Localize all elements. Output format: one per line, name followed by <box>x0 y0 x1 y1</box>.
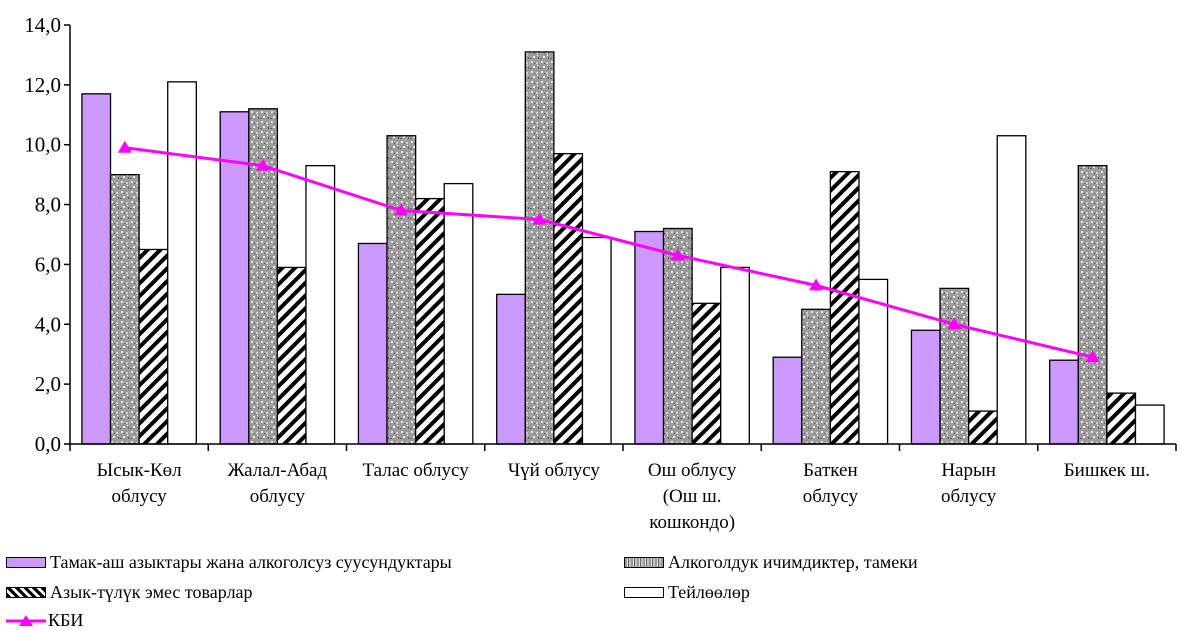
bar <box>996 135 1027 445</box>
x-tick-label: Талас облусу <box>363 460 470 481</box>
kbi-marker <box>670 248 685 261</box>
bar <box>910 329 941 445</box>
kbi-line <box>124 146 1093 359</box>
bar <box>276 266 307 445</box>
bar <box>414 197 445 445</box>
bar <box>167 81 197 445</box>
bar <box>662 227 693 445</box>
kbi-marker <box>394 203 409 216</box>
bar <box>443 182 474 445</box>
bar <box>305 165 336 445</box>
bar <box>553 153 584 445</box>
bar <box>829 170 860 445</box>
bar <box>939 287 970 445</box>
bar <box>357 242 388 445</box>
y-tick-label: 2,0 <box>35 372 61 396</box>
kbi-marker <box>117 140 132 153</box>
kbi-marker <box>1085 350 1100 363</box>
kbi-marker <box>256 158 271 171</box>
bar <box>634 230 665 445</box>
y-tick-label: 10,0 <box>24 133 61 157</box>
bar <box>138 248 169 445</box>
bar <box>109 173 140 445</box>
bar <box>81 93 112 445</box>
bar <box>386 135 417 445</box>
kbi-marker <box>947 317 962 330</box>
bar <box>1077 165 1108 445</box>
y-tick-label: 12,0 <box>24 73 61 97</box>
plot-area: 0,0 2,0 4,0 6,0 8,0 10,0 12,0 14,0 Ысык-Көл облус… <box>24 13 1177 533</box>
kbi-marker <box>532 212 547 225</box>
bar <box>581 236 612 445</box>
bar <box>1049 359 1079 445</box>
bar <box>1134 404 1165 445</box>
bar <box>496 293 526 445</box>
kbi-marker <box>809 278 824 291</box>
bar <box>720 266 750 445</box>
bar <box>691 302 722 445</box>
x-tick-label: Баткен облусу <box>803 460 859 507</box>
x-tick-label: Ысык-Көл облусу <box>97 460 182 507</box>
x-tick-label: Жалал-Абад облусу <box>228 460 328 507</box>
x-tick-label: Чүй облусу <box>508 460 601 481</box>
x-tick-label: Нарын облусу <box>941 460 997 507</box>
bar <box>801 308 832 445</box>
y-tick-label: 6,0 <box>35 252 61 276</box>
y-tick-label: 14,0 <box>24 13 61 37</box>
bar <box>524 51 555 445</box>
y-tick-label: 0,0 <box>35 432 61 456</box>
y-tick-label: 8,0 <box>35 193 61 217</box>
x-tick-label: Ош облусу (Ош ш. кошкондо) <box>648 460 737 533</box>
bar <box>1106 392 1137 445</box>
x-tick-label: Бишкек ш. <box>1064 460 1150 481</box>
bar <box>772 356 803 445</box>
y-tick-label: 4,0 <box>35 312 61 336</box>
bar <box>967 410 998 445</box>
